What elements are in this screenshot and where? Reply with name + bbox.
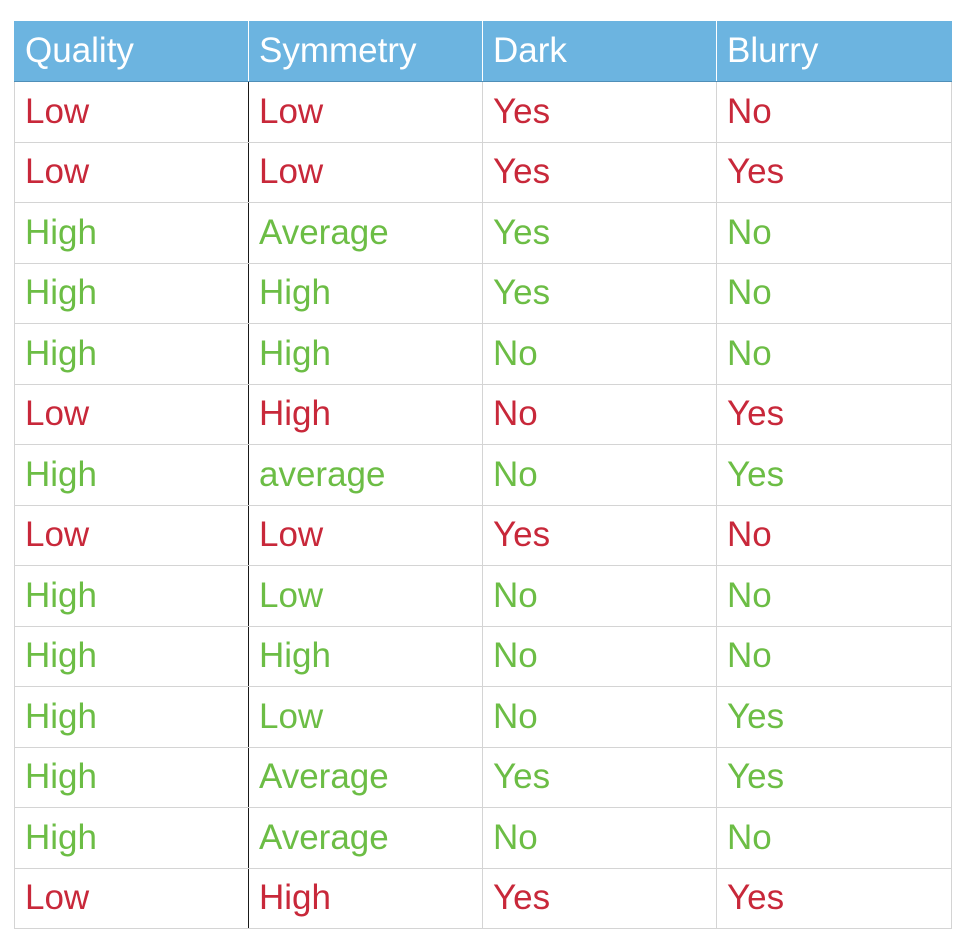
table-row: High High No No [14, 323, 952, 385]
blurry-cell: Yes [716, 686, 952, 748]
blurry-cell: Yes [716, 867, 952, 929]
dark-cell: No [482, 565, 717, 627]
dark-cell: No [482, 323, 717, 385]
dark-cell: Yes [482, 81, 717, 143]
blurry-cell: Yes [716, 746, 952, 808]
table-row: High average No Yes [14, 444, 952, 506]
table-body: Low Low Yes No Low Low Yes Yes High Average Yes No H… [14, 81, 952, 929]
dark-cell: Yes [482, 504, 717, 566]
table-row: High Average Yes No [14, 202, 952, 264]
quality-cell: Low [14, 504, 249, 566]
symmetry-cell: Average [248, 746, 483, 808]
quality-cell: High [14, 746, 249, 808]
dark-cell: Yes [482, 202, 717, 264]
blurry-cell: Yes [716, 141, 952, 203]
symmetry-cell: High [248, 323, 483, 385]
symmetry-cell: High [248, 262, 483, 324]
dark-cell: No [482, 383, 717, 445]
quality-cell: High [14, 262, 249, 324]
symmetry-cell: High [248, 867, 483, 929]
symmetry-cell: Low [248, 504, 483, 566]
table-row: High High No No [14, 625, 952, 687]
quality-cell: High [14, 807, 249, 869]
symmetry-cell: average [248, 444, 483, 506]
header-symmetry: Symmetry [248, 21, 483, 82]
header-blurry: Blurry [716, 21, 952, 82]
blurry-cell: No [716, 565, 952, 627]
header-dark: Dark [482, 21, 717, 82]
quality-cell: Low [14, 81, 249, 143]
symmetry-cell: High [248, 625, 483, 687]
symmetry-cell: Average [248, 202, 483, 264]
symmetry-cell: High [248, 383, 483, 445]
dark-cell: No [482, 686, 717, 748]
table-row: High High Yes No [14, 262, 952, 324]
blurry-cell: Yes [716, 444, 952, 506]
quality-cell: High [14, 202, 249, 264]
symmetry-cell: Average [248, 807, 483, 869]
header-quality: Quality [14, 21, 249, 82]
dark-cell: Yes [482, 262, 717, 324]
table-row: Low High Yes Yes [14, 867, 952, 929]
quality-cell: High [14, 625, 249, 687]
table-row: High Low No Yes [14, 686, 952, 748]
blurry-cell: No [716, 323, 952, 385]
table-row: Low Low Yes No [14, 504, 952, 566]
dark-cell: No [482, 625, 717, 687]
data-table: Quality Symmetry Dark Blurry Low Low Yes No… [14, 21, 952, 929]
dark-cell: No [482, 444, 717, 506]
dark-cell: No [482, 807, 717, 869]
quality-cell: Low [14, 383, 249, 445]
table-row: High Average Yes Yes [14, 746, 952, 808]
symmetry-cell: Low [248, 81, 483, 143]
blurry-cell: No [716, 504, 952, 566]
quality-cell: High [14, 686, 249, 748]
blurry-cell: No [716, 202, 952, 264]
symmetry-cell: Low [248, 141, 483, 203]
quality-cell: High [14, 323, 249, 385]
table-row: High Low No No [14, 565, 952, 627]
table-row: High Average No No [14, 807, 952, 869]
table-row: Low High No Yes [14, 383, 952, 445]
table-row: Low Low Yes Yes [14, 141, 952, 203]
symmetry-cell: Low [248, 565, 483, 627]
quality-cell: Low [14, 867, 249, 929]
blurry-cell: No [716, 807, 952, 869]
table-header: Quality Symmetry Dark Blurry [14, 21, 952, 82]
quality-cell: High [14, 565, 249, 627]
dark-cell: Yes [482, 746, 717, 808]
symmetry-cell: Low [248, 686, 483, 748]
header-row: Quality Symmetry Dark Blurry [14, 21, 952, 82]
dark-cell: Yes [482, 141, 717, 203]
dark-cell: Yes [482, 867, 717, 929]
blurry-cell: No [716, 625, 952, 687]
blurry-cell: No [716, 81, 952, 143]
table-row: Low Low Yes No [14, 81, 952, 143]
quality-cell: High [14, 444, 249, 506]
quality-cell: Low [14, 141, 249, 203]
blurry-cell: No [716, 262, 952, 324]
blurry-cell: Yes [716, 383, 952, 445]
